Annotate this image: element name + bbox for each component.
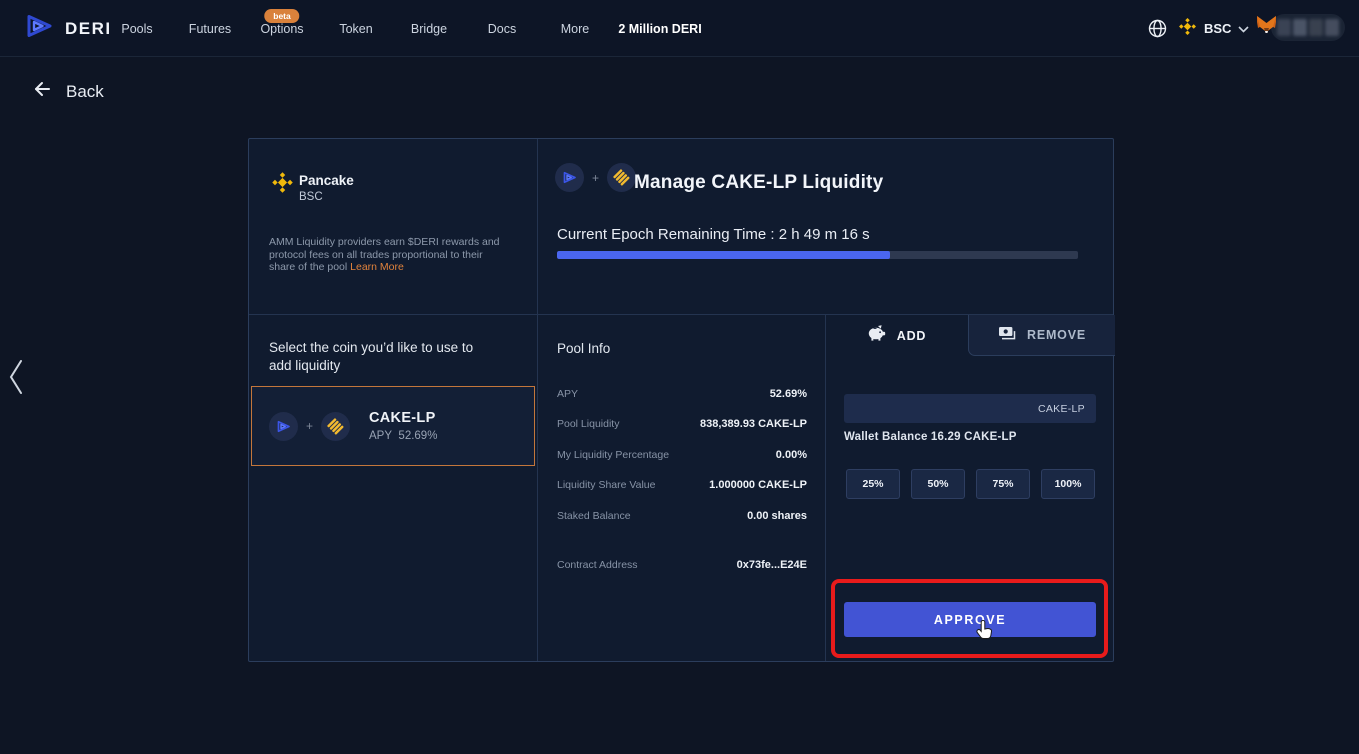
tab-add[interactable]: ADD <box>826 315 968 356</box>
back-button[interactable]: Back <box>32 79 104 104</box>
cake-token-icon <box>321 411 351 441</box>
pool-info-row-staked-balance: Staked Balance 0.00 shares <box>557 510 807 522</box>
top-navbar: DERI beta Pools Futures Options Token Br… <box>0 0 1359 57</box>
pool-info-row-contract-address: Contract Address 0x73fe...E24E <box>557 559 807 571</box>
nav-item-more[interactable]: More <box>560 21 590 36</box>
row-value: 838,389.93 CAKE-LP <box>700 418 807 430</box>
arrow-left-icon <box>32 79 52 104</box>
pool-info-row-apy: APY 52.69% <box>557 388 807 400</box>
pool-description: AMM Liquidity providers earn $DERI rewar… <box>269 236 503 274</box>
learn-more-link[interactable]: Learn More <box>350 261 404 273</box>
nav-item-token[interactable]: Token <box>339 21 373 36</box>
pool-info-row-my-liquidity-percentage: My Liquidity Percentage 0.00% <box>557 449 807 461</box>
wallet-account[interactable] <box>1256 14 1345 41</box>
brand-logo[interactable]: DERI <box>22 0 112 57</box>
brand-name: DERI <box>65 18 112 38</box>
row-label: APY <box>557 388 579 400</box>
beta-badge: beta <box>264 9 300 23</box>
contract-address-value[interactable]: 0x73fe...E24E <box>736 559 807 571</box>
pool-info-title: Pool Info <box>557 341 611 356</box>
tab-add-label: ADD <box>896 328 927 343</box>
pool-description-text: AMM Liquidity providers earn $DERI rewar… <box>269 236 500 273</box>
network-selector[interactable]: BSC <box>1178 0 1250 57</box>
collapse-chevron-icon[interactable] <box>6 357 26 402</box>
plus-icon: + <box>306 419 314 433</box>
page-title: Manage CAKE-LP Liquidity <box>634 172 884 193</box>
cake-token-icon <box>607 163 637 192</box>
row-label: My Liquidity Percentage <box>557 449 670 461</box>
coin-apy: APY 52.69% <box>369 430 437 442</box>
bsc-network-icon <box>1178 17 1197 41</box>
platform-network: BSC <box>299 191 323 203</box>
nav-item-futures[interactable]: Futures <box>188 21 232 36</box>
row-value: 0.00% <box>775 449 807 461</box>
nav-item-docs[interactable]: Docs <box>487 21 517 36</box>
coin-select-prompt: Select the coin you’d like to use to add… <box>269 340 474 373</box>
language-globe-icon[interactable] <box>1148 19 1167 43</box>
network-label: BSC <box>1204 21 1232 36</box>
pool-info-row-liquidity: Pool Liquidity 838,389.93 CAKE-LP <box>557 418 807 430</box>
divider <box>249 314 1113 315</box>
coin-card-cake-lp[interactable]: + CAKE-LP APY 52.69% <box>251 386 535 466</box>
nav-item-2-million-deri[interactable]: 2 Million DERI <box>618 21 702 36</box>
pancake-binance-icon <box>271 171 294 199</box>
back-label: Back <box>66 81 104 101</box>
divider <box>537 139 538 661</box>
row-label: Staked Balance <box>557 510 631 522</box>
manage-header-icons: + <box>555 163 637 192</box>
tab-remove[interactable]: REMOVE <box>968 315 1115 356</box>
epoch-remaining-time: Current Epoch Remaining Time : 2 h 49 m … <box>557 226 870 243</box>
row-value: 0.00 shares <box>747 510 807 522</box>
epoch-progress-bar <box>557 251 1078 259</box>
percent-75-button[interactable]: 75% <box>976 469 1030 499</box>
nav-item-pools[interactable]: Pools <box>121 21 153 36</box>
piggy-bank-icon <box>868 325 886 346</box>
amount-input-unit: CAKE-LP <box>1037 402 1085 415</box>
liquidity-manage-panel: Pancake BSC AMM Liquidity providers earn… <box>248 138 1115 662</box>
row-value: 52.69% <box>769 388 807 400</box>
metamask-fox-icon <box>1256 15 1277 40</box>
platform-name: Pancake <box>299 173 354 188</box>
amount-input[interactable] <box>844 401 1038 416</box>
deri-logo-icon <box>22 9 56 48</box>
percent-100-button[interactable]: 100% <box>1041 469 1095 499</box>
deri-token-icon <box>555 163 584 192</box>
row-label: Contract Address <box>557 559 638 571</box>
wallet-address-masked <box>1271 14 1345 41</box>
divider <box>825 314 826 661</box>
nav-item-options[interactable]: Options <box>260 21 304 36</box>
row-label: Pool Liquidity <box>557 418 620 430</box>
chevron-down-icon <box>1238 20 1250 38</box>
coin-name: CAKE-LP <box>369 410 436 426</box>
row-label: Liquidity Share Value <box>557 479 656 491</box>
approve-button[interactable]: APPROVE <box>844 602 1096 637</box>
epoch-progress-fill <box>557 251 891 259</box>
wallet-balance-text: Wallet Balance 16.29 CAKE-LP <box>844 431 1017 443</box>
row-value: 1.000000 CAKE-LP <box>709 479 807 491</box>
banknote-icon <box>998 326 1016 345</box>
plus-icon: + <box>592 170 600 185</box>
coin-apy-value: 52.69% <box>398 430 438 442</box>
percent-25-button[interactable]: 25% <box>846 469 900 499</box>
coin-apy-label: APY <box>369 430 393 442</box>
nav-item-bridge[interactable]: Bridge <box>410 21 448 36</box>
deri-token-icon <box>269 411 298 441</box>
pool-info-row-share-value: Liquidity Share Value 1.000000 CAKE-LP <box>557 479 807 491</box>
percent-50-button[interactable]: 50% <box>911 469 965 499</box>
tab-remove-label: REMOVE <box>1027 328 1086 342</box>
amount-input-wrap: CAKE-LP <box>844 394 1096 423</box>
